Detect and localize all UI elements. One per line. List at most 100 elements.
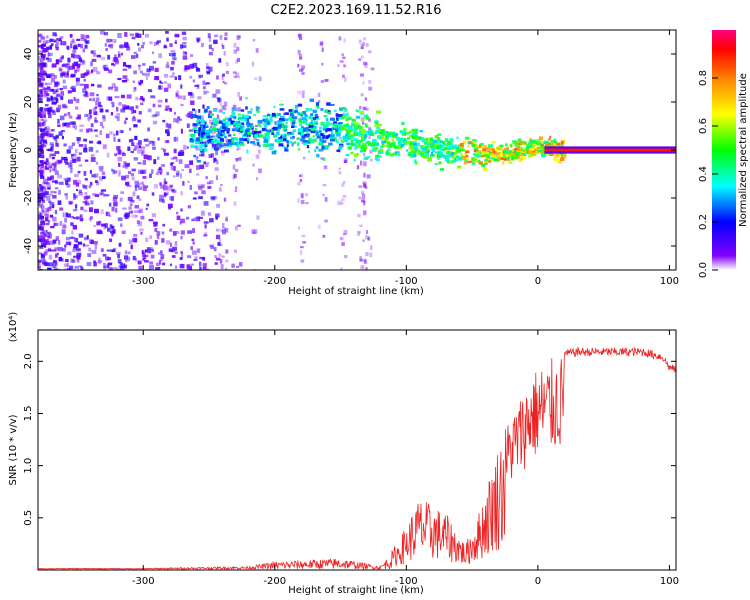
heatmap-cell — [315, 105, 320, 109]
heatmap-cell — [553, 138, 556, 143]
heatmap-cell — [143, 138, 149, 142]
heatmap-cell — [53, 168, 58, 171]
heatmap-cell — [73, 255, 77, 258]
heatmap-cell — [465, 155, 469, 158]
heatmap-cell — [150, 247, 154, 251]
heatmap-cell — [119, 44, 125, 49]
heatmap-cell — [409, 134, 414, 138]
heatmap-cell — [110, 38, 113, 43]
heatmap-cell — [75, 81, 80, 86]
heatmap-cell — [310, 127, 316, 131]
heatmap-cell — [196, 84, 200, 89]
heatmap-cell — [364, 184, 367, 189]
heatmap-cell — [296, 142, 300, 147]
heatmap-cell — [59, 95, 64, 100]
heatmap-cell — [40, 253, 45, 257]
heatmap-cell — [63, 156, 68, 161]
heatmap-cell — [209, 127, 214, 130]
snr-xlabel: Height of straight line (km) — [288, 585, 424, 596]
heatmap-cell — [45, 182, 51, 186]
heatmap-cell — [74, 148, 78, 154]
heatmap-cell — [79, 128, 83, 133]
heatmap-cell — [95, 100, 98, 106]
heatmap-cell — [237, 35, 242, 39]
heatmap-cell — [255, 106, 259, 110]
heatmap-cell — [40, 128, 45, 132]
heatmap-cell — [224, 145, 229, 148]
heatmap-cell — [449, 154, 452, 158]
heatmap-cell — [84, 201, 90, 205]
heatmap-cell — [40, 186, 46, 189]
heatmap-cell — [235, 265, 240, 269]
heatmap-cell — [230, 120, 234, 125]
heatmap-cell — [112, 169, 116, 175]
heatmap-cell — [369, 149, 373, 154]
heatmap-cell — [210, 197, 216, 201]
heatmap-cell — [72, 46, 78, 50]
heatmap-cell — [433, 143, 438, 148]
heatmap-cell — [360, 93, 364, 97]
heatmap-cell — [300, 199, 305, 205]
heatmap-cell — [103, 67, 109, 71]
heatmap-cell — [57, 174, 63, 179]
heatmap-cell — [519, 153, 522, 157]
heatmap-cell — [64, 158, 68, 163]
heatmap-cell — [53, 74, 57, 79]
heatmap-cell — [173, 148, 177, 154]
heatmap-cell — [142, 184, 145, 187]
heatmap-cell — [409, 143, 414, 146]
heatmap-cell — [221, 151, 225, 156]
heatmap-cell — [92, 107, 97, 111]
heatmap-cell — [145, 76, 149, 81]
heatmap-cell — [353, 158, 356, 162]
heatmap-cell — [288, 109, 293, 112]
heatmap-cell — [111, 206, 115, 212]
heatmap-cell — [302, 127, 307, 132]
heatmap-cell — [125, 41, 129, 46]
heatmap-cell — [47, 187, 51, 190]
heatmap-cell — [223, 143, 229, 147]
heatmap-cell — [300, 250, 303, 255]
heatmap-cell — [360, 73, 364, 77]
heatmap-cell — [315, 118, 320, 121]
heatmap-cells — [38, 30, 676, 270]
heatmap-cell — [94, 120, 99, 123]
heatmap-cell — [398, 137, 404, 142]
heatmap-cell — [354, 147, 357, 150]
heatmap-cell — [205, 164, 209, 168]
heatmap-cell — [315, 146, 319, 149]
heatmap-cell — [104, 223, 108, 228]
heatmap-cell — [180, 230, 185, 235]
heatmap-cell — [242, 114, 245, 118]
heatmap-cell — [168, 207, 172, 210]
heatmap-cell — [83, 196, 89, 200]
heatmap-cell — [350, 143, 355, 146]
heatmap-cell — [539, 136, 543, 141]
heatmap-cell — [102, 176, 106, 179]
heatmap-cell — [232, 122, 237, 125]
heatmap-cell — [141, 250, 144, 255]
heatmap-cell — [220, 264, 224, 269]
heatmap-cell — [44, 126, 47, 131]
heatmap-cell — [222, 111, 226, 115]
heatmap-cell — [55, 262, 58, 266]
heatmap-cell — [208, 110, 212, 115]
heatmap-cell — [51, 156, 55, 160]
heatmap-cell — [208, 154, 212, 158]
heatmap-cell — [522, 146, 525, 150]
heatmap-cell — [153, 159, 157, 165]
heatmap-cell — [132, 148, 137, 151]
heatmap-cell — [45, 141, 48, 145]
heatmap-cell — [365, 43, 369, 47]
heatmap-cell — [43, 233, 47, 237]
heatmap-cell — [124, 120, 127, 125]
heatmap-cell — [338, 125, 343, 130]
heatmap-cell — [365, 107, 369, 111]
heatmap-cell — [246, 121, 250, 126]
heatmap-cell — [208, 66, 213, 72]
heatmap-cell — [52, 135, 57, 139]
heatmap-cell — [520, 141, 526, 145]
heatmap-cell — [270, 129, 274, 133]
heatmap-cell — [99, 130, 102, 135]
heatmap-cell — [138, 169, 143, 175]
